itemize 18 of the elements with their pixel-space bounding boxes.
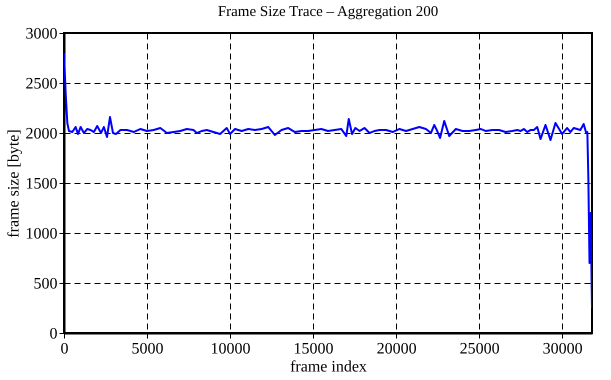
x-tick-label: 20000: [376, 340, 417, 358]
y-axis-title: frame size [byte]: [6, 129, 22, 238]
x-tick-label: 0: [60, 340, 68, 358]
x-tick-label: 10000: [210, 340, 251, 358]
y-tick-label: 0: [50, 326, 58, 342]
y-tick-label: 2500: [26, 76, 58, 92]
y-tick-label: 500: [34, 276, 58, 292]
x-tick-label: 30000: [542, 340, 583, 358]
chart-title: Frame Size Trace – Aggregation 200: [218, 4, 438, 20]
x-axis-title: frame index: [290, 358, 367, 376]
y-tick-label: 2000: [26, 126, 58, 142]
x-tick-label: 15000: [294, 340, 334, 358]
y-tick-label: 1000: [26, 226, 58, 242]
line-series: [64, 52, 592, 309]
y-tick-label: 3000: [26, 26, 58, 42]
x-tick-label: 25000: [460, 340, 500, 358]
x-tick-label: 5000: [132, 340, 164, 358]
y-tick-label: 1500: [26, 176, 58, 192]
